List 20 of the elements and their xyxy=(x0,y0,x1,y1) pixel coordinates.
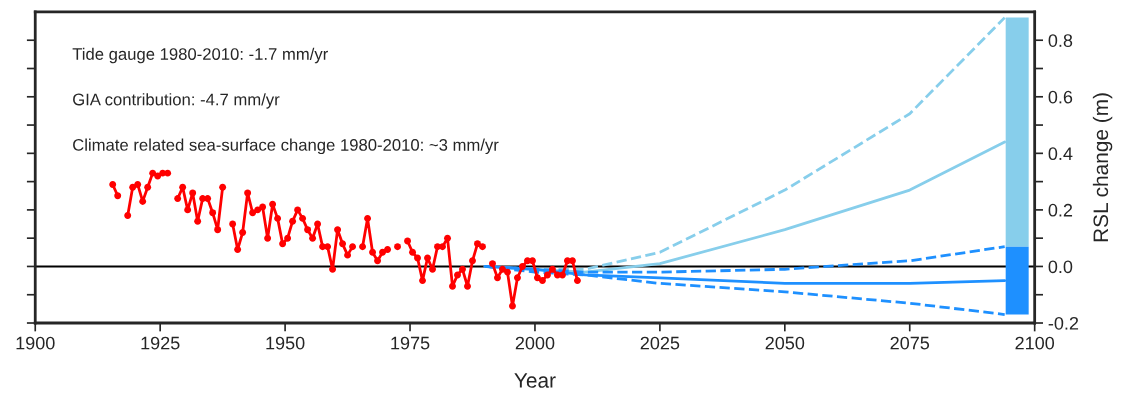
annotation: Climate related sea-surface change 1980-2010: ~3 mm/yr xyxy=(73,138,499,155)
annotation: GIA contribution: -4.7 mm/yr xyxy=(73,93,280,109)
x-tick-label: 1975 xyxy=(391,336,430,350)
annotation: Tide gauge 1980-2010: -1.7 mm/yr xyxy=(72,47,328,64)
x-tick-label: 1950 xyxy=(266,336,305,350)
x-tick-label: 2075 xyxy=(890,336,930,350)
x-tick-label: 2000 xyxy=(515,336,555,350)
x-axis-title: Year xyxy=(514,373,556,388)
y-tick-label: 0.0 xyxy=(1048,260,1073,274)
y-tick-label: 0.6 xyxy=(1048,90,1073,104)
x-tick-label: 2025 xyxy=(640,336,680,350)
x-tick-label: 1925 xyxy=(141,336,180,350)
x-tick-label: 2050 xyxy=(765,336,805,350)
y-axis-title: RSL change (m) xyxy=(1092,93,1113,242)
y-tick-label: 0.2 xyxy=(1048,203,1073,217)
x-tick-label: 2100 xyxy=(1015,336,1055,350)
y-tick-label: 0.8 xyxy=(1048,34,1073,47)
y-tick-label: -0.2 xyxy=(1048,316,1079,330)
y-tick-label: 0.4 xyxy=(1048,147,1073,161)
x-tick-label: 1900 xyxy=(16,336,55,350)
